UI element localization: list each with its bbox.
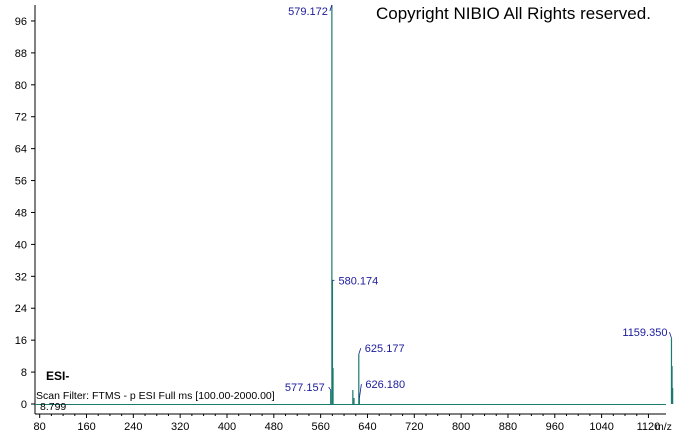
scan-value-text: 8.799 [40,401,67,413]
ion-mode-label: ESI- [46,369,70,383]
x-axis-unit-label: m/z [655,421,672,433]
y-tick-label: 64 [15,144,27,156]
y-tick-label: 0 [21,399,27,411]
y-ticks: 0 8 16 24 32 40 48 56 64 72 80 88 96 [15,16,35,411]
scan-filter-text: Scan Filter: FTMS - p ESI Full ms [100.0… [36,390,275,402]
x-ticks: 80 160 240 320 400 480 560 640 720 800 880 960 1040 1… [34,414,661,433]
y-tick-label: 96 [15,16,27,28]
y-tick-label: 80 [15,80,27,92]
x-tick-label: 240 [124,421,142,433]
y-tick-label: 56 [15,176,27,188]
y-tick-label: 32 [15,271,27,283]
peak-label-connector [358,347,362,355]
x-tick-label: 480 [265,421,283,433]
x-tick-label: 960 [546,421,564,433]
x-tick-label: 80 [34,421,46,433]
y-tick-label: 88 [15,48,27,60]
y-tick-label: 16 [15,335,27,347]
peak-label: 625.177 [365,343,405,355]
chart-axes [34,5,666,415]
y-tick-label: 8 [21,367,27,379]
x-tick-label: 720 [405,421,423,433]
peak-label: 626.180 [365,379,405,391]
x-tick-label: 320 [171,421,189,433]
peak-label: 1159.350 [622,327,667,339]
x-tick-label: 1040 [589,421,613,433]
copyright-notice: Copyright NIBIO All Rights reserved. [376,4,651,23]
x-tick-label: 560 [311,421,329,433]
x-tick-label: 160 [77,421,95,433]
peak-label-connector [358,383,362,399]
peak-label-connector [669,332,672,339]
peak-label: 580.174 [338,275,378,287]
y-tick-label: 24 [15,303,27,315]
y-tick-label: 40 [15,239,27,251]
y-tick-label: 72 [15,112,27,124]
x-tick-label: 1120 [637,421,661,433]
x-tick-label: 800 [452,421,470,433]
x-tick-label: 880 [499,421,517,433]
peak-label: 579.172 [288,6,328,18]
y-tick-label: 48 [15,207,27,219]
peak-label: 577.157 [285,382,325,394]
x-tick-label: 400 [218,421,236,433]
peak-label-connector [328,386,332,391]
peaks [35,5,674,405]
x-tick-label: 640 [358,421,376,433]
peak-labels: 577.157 579.172 580.174 625.177 626.180 1159.… [285,4,672,399]
peak-label-connector [329,4,333,12]
